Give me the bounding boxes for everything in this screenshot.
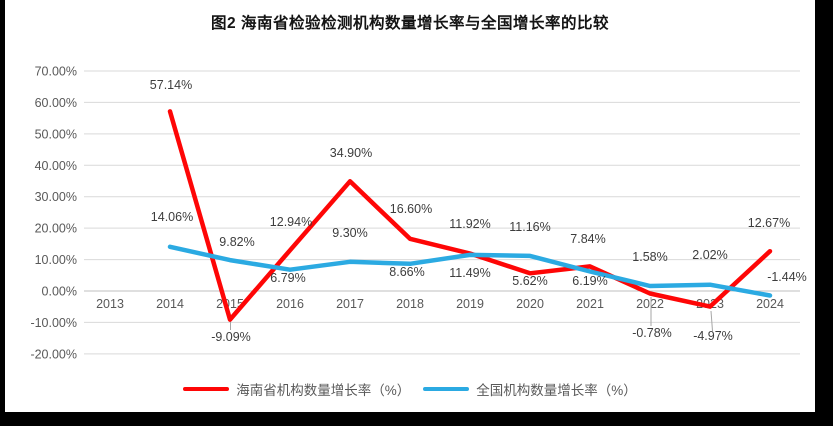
legend-line-hainan-icon bbox=[183, 386, 230, 392]
x-tick-label: 2019 bbox=[456, 297, 484, 311]
data-label: 14.06% bbox=[151, 210, 193, 224]
x-tick-label: 2017 bbox=[336, 297, 364, 311]
y-tick-label: 40.00% bbox=[35, 159, 77, 173]
legend-label-hainan: 海南省机构数量增长率（%） bbox=[236, 383, 411, 398]
data-label: -0.78% bbox=[632, 326, 672, 340]
data-label: 2.02% bbox=[692, 248, 727, 262]
y-tick-label: 70.00% bbox=[35, 64, 77, 78]
data-label: 11.49% bbox=[449, 266, 490, 280]
series-line-national bbox=[167, 244, 773, 298]
data-label: -4.97% bbox=[693, 329, 733, 343]
data-label: -9.09% bbox=[211, 330, 251, 344]
data-label: 6.79% bbox=[270, 271, 305, 285]
data-label: 11.16% bbox=[509, 220, 550, 234]
data-label: 16.60% bbox=[390, 202, 432, 216]
y-tick-label: 50.00% bbox=[35, 127, 77, 141]
y-tick-label: 30.00% bbox=[35, 190, 77, 204]
data-label: -1.44% bbox=[767, 270, 807, 284]
chart-title: 图2 海南省检验检测机构数量增长率与全国增长率的比较 bbox=[211, 15, 609, 32]
data-label: 57.14% bbox=[150, 78, 192, 92]
data-label: 5.62% bbox=[512, 274, 547, 288]
data-label: 12.67% bbox=[748, 216, 790, 230]
legend: 海南省机构数量增长率（%） 全国机构数量增长率（%） bbox=[5, 379, 815, 399]
legend-label-national: 全国机构数量增长率（%） bbox=[476, 383, 637, 398]
x-tick-label: 2024 bbox=[756, 297, 784, 311]
y-tick-label: 60.00% bbox=[35, 96, 77, 110]
x-tick-label: 2018 bbox=[396, 297, 424, 311]
legend-line-national-icon bbox=[423, 386, 470, 392]
data-label-leader-line bbox=[710, 310, 713, 332]
x-tick-label: 2016 bbox=[276, 297, 304, 311]
legend-item-hainan: 海南省机构数量增长率（%） bbox=[183, 379, 410, 399]
data-label: 12.94% bbox=[270, 215, 312, 229]
y-tick-label: -10.00% bbox=[30, 316, 77, 330]
chart-background bbox=[5, 0, 815, 412]
data-label: 11.92% bbox=[449, 217, 490, 231]
y-tick-label: -20.00% bbox=[30, 347, 77, 361]
y-tick-label: 0.00% bbox=[42, 285, 77, 299]
x-tick-label: 2014 bbox=[156, 297, 184, 311]
series-line-hainan bbox=[167, 109, 773, 322]
data-label: 7.84% bbox=[570, 232, 605, 246]
x-tick-label: 2021 bbox=[576, 297, 604, 311]
data-label: 9.82% bbox=[219, 235, 254, 249]
data-label: 34.90% bbox=[330, 146, 372, 160]
x-tick-label: 2013 bbox=[96, 297, 124, 311]
y-tick-label: 10.00% bbox=[35, 253, 77, 267]
data-label: 1.58% bbox=[632, 250, 667, 264]
data-label: 8.66% bbox=[389, 265, 424, 279]
x-tick-label: 2022 bbox=[636, 297, 664, 311]
y-tick-label: 20.00% bbox=[35, 222, 77, 236]
data-label: 9.30% bbox=[332, 226, 367, 240]
data-label: 6.19% bbox=[572, 274, 607, 288]
legend-item-national: 全国机构数量增长率（%） bbox=[423, 379, 637, 399]
x-tick-label: 2020 bbox=[516, 297, 544, 311]
